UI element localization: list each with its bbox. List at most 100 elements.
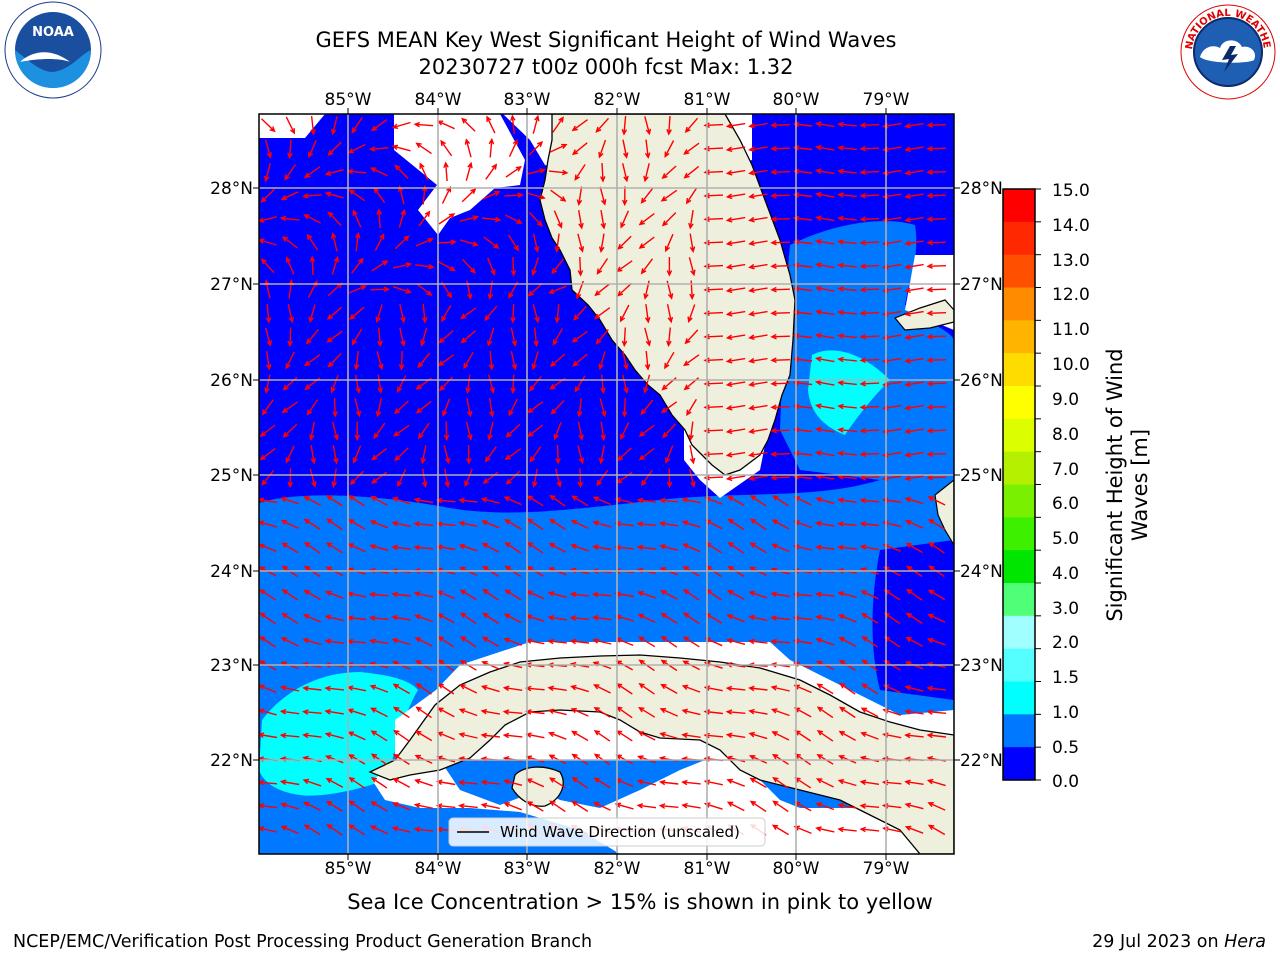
wind-wave-arrow (331, 468, 337, 488)
wind-wave-arrow (330, 374, 339, 394)
wind-wave-arrow (260, 188, 275, 203)
wind-wave-arrow (640, 469, 653, 487)
wind-wave-arrow (770, 333, 790, 340)
wind-wave-arrow (265, 350, 272, 371)
wind-wave-arrow (310, 116, 316, 136)
wind-wave-arrow (465, 444, 472, 465)
wind-wave-arrow (662, 423, 677, 439)
footer-date: 29 Jul 2023 on (1092, 932, 1219, 952)
wind-wave-arrow (638, 424, 655, 437)
wind-wave-arrow (548, 777, 566, 789)
wind-wave-arrow (905, 612, 923, 624)
wind-wave-arrow (904, 357, 924, 364)
lat-label-right: 28°N (960, 179, 1003, 199)
wind-wave-arrow (793, 825, 812, 835)
wind-wave-arrow (394, 400, 409, 415)
wind-wave-arrow (926, 404, 947, 410)
wind-wave-arrow (664, 351, 675, 370)
wind-wave-arrow (904, 169, 924, 176)
legend-label: Wind Wave Direction (unscaled) (500, 823, 740, 841)
wind-wave-arrow (904, 122, 924, 129)
wind-wave-arrow (369, 520, 389, 529)
wind-wave-arrow (348, 776, 365, 789)
wind-wave-arrow (725, 404, 746, 411)
colorbar-tick-label: 0.5 (1052, 738, 1079, 758)
wind-wave-arrow (926, 310, 947, 316)
wind-wave-arrow (391, 121, 411, 129)
wind-wave-arrow (308, 421, 315, 441)
wind-wave-arrow (421, 303, 428, 324)
wind-wave-arrow (503, 613, 522, 624)
wind-wave-arrow (484, 446, 497, 463)
wind-wave-arrow (437, 354, 455, 367)
wind-wave-arrow (482, 588, 499, 601)
wind-wave-arrow (459, 239, 479, 247)
wind-wave-arrow (460, 330, 477, 344)
land-andros (934, 479, 954, 547)
wind-wave-arrow (392, 683, 410, 695)
wind-wave-arrow (487, 421, 494, 441)
wind-wave-arrow (413, 826, 434, 833)
wind-wave-arrow (306, 399, 319, 416)
wind-wave-arrow (837, 403, 857, 410)
wind-wave-arrow (279, 732, 300, 739)
wind-wave-arrow (837, 168, 857, 175)
wind-wave-arrow (548, 285, 567, 294)
colorbar-tick-label: 0.0 (1052, 772, 1079, 792)
lat-label-left: 28°N (210, 179, 253, 199)
wind-wave-arrow (415, 142, 432, 155)
wind-wave-arrow (284, 164, 296, 181)
wind-wave-arrow (552, 116, 564, 133)
wind-wave-arrow (376, 351, 384, 371)
wind-wave-arrow (305, 329, 319, 345)
wind-wave-arrow (749, 542, 767, 554)
map-gridlines (253, 108, 960, 860)
wind-wave-arrow (644, 116, 652, 136)
colorbar-tick-label: 2.0 (1052, 633, 1079, 653)
wind-wave-arrow (681, 684, 701, 693)
wind-wave-arrow (815, 215, 835, 222)
wind-wave-arrow (571, 776, 589, 789)
wind-wave-arrow (859, 192, 880, 199)
wind-wave-arrow (666, 327, 672, 348)
wind-wave-arrow (614, 521, 634, 527)
wind-wave-arrow (859, 239, 880, 246)
wind-wave-arrow (837, 591, 857, 598)
wind-wave-arrow (368, 146, 389, 152)
wind-wave-arrow (303, 589, 321, 601)
wind-wave-arrow (593, 307, 611, 320)
wind-wave-arrow (859, 803, 880, 809)
wind-wave-arrow (327, 141, 342, 157)
wind-wave-arrow (526, 541, 544, 554)
wind-wave-arrow (926, 778, 946, 787)
lat-label-left: 22°N (210, 751, 253, 771)
wind-wave-arrow (592, 615, 612, 621)
wind-wave-arrow (926, 380, 947, 387)
wind-wave-arrow (772, 800, 789, 813)
wind-wave-arrow (486, 327, 495, 347)
wind-wave-arrow (488, 350, 495, 371)
lat-label-left: 23°N (210, 656, 253, 676)
wind-wave-arrow (529, 446, 542, 463)
wind-wave-arrow (302, 637, 322, 646)
colorbar-segment (1003, 517, 1035, 551)
wind-wave-arrow (643, 374, 651, 394)
wind-wave-arrow (260, 258, 275, 274)
wind-wave-arrow (748, 614, 768, 622)
wind-wave-arrow (549, 800, 566, 813)
wind-wave-arrow (770, 615, 790, 621)
wind-wave-arrow (703, 145, 724, 152)
wind-wave-arrow (391, 802, 411, 811)
wind-wave-arrow (331, 116, 338, 136)
wind-wave-arrow (859, 310, 880, 317)
wind-wave-arrow (392, 286, 412, 294)
noaa-logo: NOAA (4, 1, 102, 99)
wind-wave-arrow (280, 519, 299, 529)
map-legend: Wind Wave Direction (unscaled) (448, 817, 766, 847)
wind-wave-arrow (480, 732, 500, 739)
wind-wave-arrow (640, 399, 654, 416)
wind-wave-arrow (550, 400, 565, 415)
wind-wave-arrow (483, 236, 500, 249)
wind-wave-arrow (507, 234, 520, 252)
wind-wave-arrow (859, 427, 880, 434)
